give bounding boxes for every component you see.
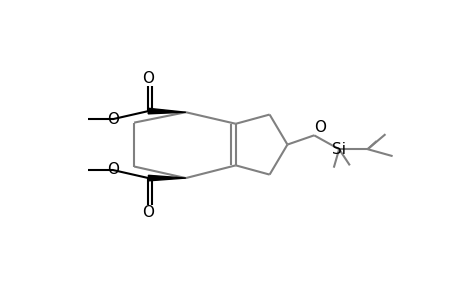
Text: O: O [313, 120, 325, 135]
Text: O: O [106, 112, 118, 127]
Polygon shape [148, 175, 185, 181]
Text: O: O [142, 71, 154, 86]
Text: Si: Si [331, 142, 345, 157]
Text: O: O [106, 163, 118, 178]
Text: O: O [142, 205, 154, 220]
Polygon shape [148, 108, 185, 114]
